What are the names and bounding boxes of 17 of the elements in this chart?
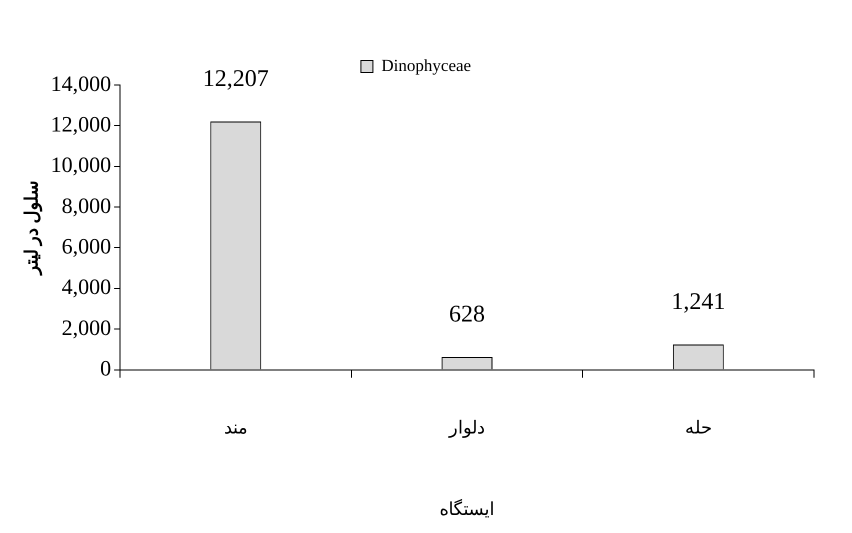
data-label: 12,207 — [202, 66, 269, 92]
data-label: 1,241 — [671, 288, 726, 315]
y-tick-label: 10,000 — [50, 152, 112, 178]
x-tick-label: حله — [684, 417, 712, 438]
x-tick-label: دلوار — [448, 417, 486, 438]
y-tick-label: 6,000 — [62, 234, 112, 259]
y-tick-label: 2,000 — [62, 314, 112, 340]
x-tick-label: مند — [224, 417, 248, 438]
y-tick-label: 14,000 — [50, 70, 112, 96]
y-tick-label: 12,000 — [50, 111, 112, 136]
y-tick-label: 8,000 — [62, 192, 112, 218]
y-tick-label: 4,000 — [62, 274, 112, 300]
y-tick-label: 0 — [100, 356, 112, 381]
x-axis-title: ایستگاه — [440, 498, 495, 519]
y-axis-title: سلول در لیتر — [21, 180, 42, 276]
data-label: 628 — [449, 301, 486, 328]
legend-label: Dinophyceae — [381, 56, 472, 75]
